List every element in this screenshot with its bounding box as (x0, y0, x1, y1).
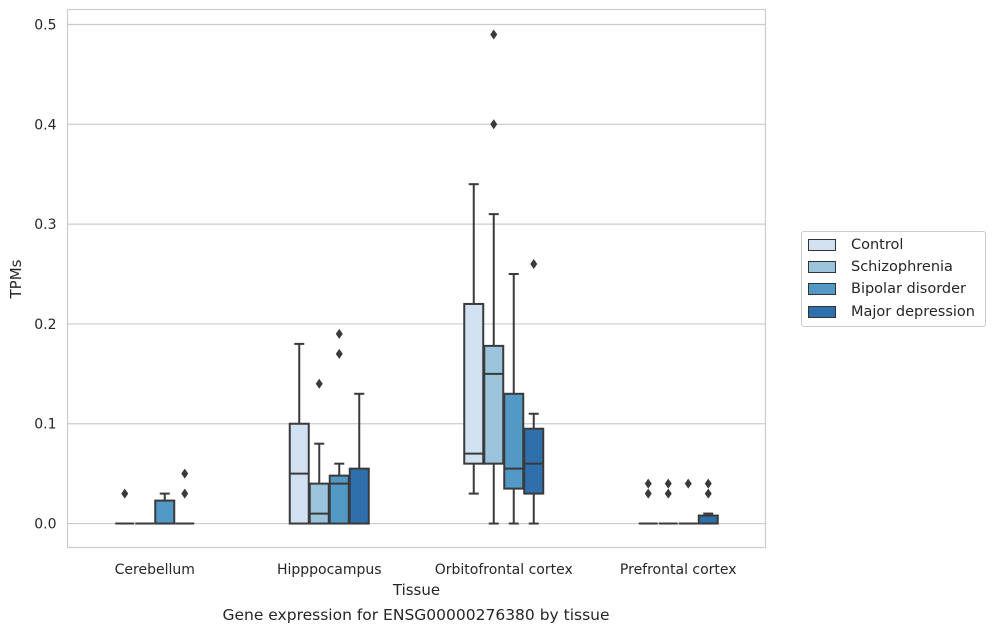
legend-item-schizophrenia: Schizophrenia (808, 257, 953, 277)
y-tick-label: 0.4 (34, 117, 56, 133)
box-group (658, 478, 678, 525)
box-group (523, 259, 545, 525)
gridlines (67, 23, 766, 525)
box-group (154, 492, 176, 525)
x-tick-label: Orbitofrontal cortex (435, 562, 573, 578)
outlier-point (664, 478, 672, 489)
legend-label: Major depression (851, 304, 975, 320)
box-group (288, 342, 310, 525)
legend-label: Control (851, 237, 904, 253)
legend-label: Bipolar disorder (851, 281, 966, 297)
chart-caption: Gene expression for ENSG00000276380 by t… (222, 606, 610, 624)
box-group (697, 478, 719, 525)
box-group (463, 183, 485, 495)
box-group (308, 378, 330, 525)
y-tick-label: 0.2 (34, 317, 56, 333)
y-tick-label: 0.5 (34, 17, 56, 33)
y-tick-label: 0.1 (34, 417, 56, 433)
box-group (678, 478, 698, 525)
outlier-point (121, 488, 129, 499)
box-body (308, 482, 330, 525)
y-tick-label: 0.0 (34, 517, 56, 533)
legend: Control Schizophrenia Bipolar disorder M… (801, 231, 986, 327)
outlier-point (335, 348, 343, 359)
boxes (115, 29, 719, 525)
x-tick-label: Prefrontal cortex (620, 562, 737, 578)
box-body (463, 302, 485, 465)
box-group (348, 392, 370, 525)
y-tick-label: 0.3 (34, 217, 56, 233)
box-body (483, 344, 505, 465)
box-body (503, 392, 525, 490)
outlier-point (181, 488, 189, 499)
y-axis-label: TPMs (7, 259, 25, 299)
x-axis-label: Tissue (392, 581, 440, 599)
y-tick-labels: 0.0 0.1 0.2 0.3 0.4 0.5 (34, 17, 56, 532)
outlier-point (684, 478, 692, 489)
outlier-point (704, 478, 712, 489)
x-tick-label: Cerebellum (115, 562, 195, 578)
box-body (154, 499, 176, 525)
box-body (348, 467, 370, 525)
outlier-point (530, 259, 538, 270)
outlier-point (644, 478, 652, 489)
box-group (328, 328, 350, 525)
legend-swatch (808, 239, 836, 251)
legend-swatch (808, 261, 836, 273)
box-group (638, 478, 658, 525)
outlier-point (315, 378, 323, 389)
x-tick-labels: Cerebellum Hipppocampus Orbitofrontal cort… (115, 562, 737, 578)
box-group (115, 488, 135, 525)
box-group (483, 29, 505, 525)
outlier-point (490, 119, 498, 130)
outlier-point (644, 488, 652, 499)
x-tick-label: Hipppocampus (277, 562, 382, 578)
box-body (697, 514, 719, 525)
outlier-point (664, 488, 672, 499)
legend-label: Schizophrenia (851, 259, 953, 275)
legend-item-major-depression: Major depression (808, 302, 975, 322)
outlier-point (335, 328, 343, 339)
box-body (523, 427, 545, 495)
legend-swatch (808, 306, 836, 318)
box-group (175, 468, 195, 525)
outlier-point (490, 29, 498, 40)
outlier-point (181, 468, 189, 479)
legend-item-control: Control (808, 235, 903, 255)
box-group (503, 273, 525, 525)
outlier-point (704, 488, 712, 499)
legend-item-bipolar-disorder: Bipolar disorder (808, 279, 966, 299)
plot-frame (66, 8, 767, 549)
legend-swatch (808, 283, 836, 295)
